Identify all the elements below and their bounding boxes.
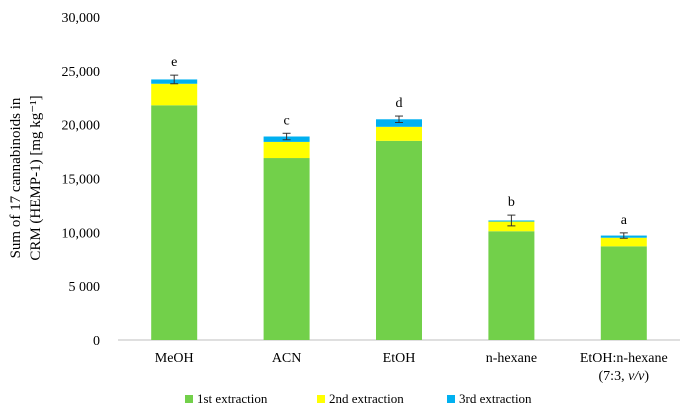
y-tick-label: 15,000	[62, 173, 101, 188]
legend-swatch-3	[447, 395, 455, 403]
y-tick-label: 5 000	[69, 280, 101, 295]
x-tick-label: ACN	[272, 351, 302, 366]
legend-swatch-1	[185, 395, 193, 403]
bar-segment-2	[151, 83, 198, 106]
bar-segment-2	[488, 221, 535, 232]
y-tick-label: 25,000	[62, 65, 101, 80]
x-tick-label-line2: (7:3, v/v)	[599, 369, 650, 384]
bar-segment-1	[600, 246, 647, 340]
bar-segment-2	[376, 126, 422, 141]
bar-segment-3	[376, 119, 422, 127]
y-tick-label: 30,000	[62, 11, 101, 26]
bar-segment-1	[263, 158, 310, 340]
y-tick-label: 0	[93, 334, 100, 349]
y-axis-title: Sum of 17 cannabinoids in CRM (HEMP-1) […	[8, 95, 44, 260]
bar-segment-1	[151, 105, 198, 340]
bar-segment-1	[376, 140, 422, 340]
x-tick-label: MeOH	[155, 351, 194, 366]
bar-segment-2	[600, 237, 647, 247]
x-tick-label: EtOH	[383, 351, 416, 366]
significance-letter: a	[621, 213, 628, 228]
legend: 1st extraction 2nd extraction 3rd extracti…	[185, 391, 532, 406]
significance-letter: d	[396, 96, 403, 111]
bar-segment-1	[488, 231, 535, 340]
y-tick-label: 10,000	[62, 226, 101, 241]
y-axis-title-line1: Sum of 17 cannabinoids in	[8, 97, 24, 258]
legend-swatch-2	[317, 395, 325, 403]
significance-letter: e	[171, 55, 177, 70]
bar-segment-2	[263, 141, 310, 159]
significance-letter: c	[283, 113, 289, 128]
y-axis-title-line2: CRM (HEMP-1) [mg kg⁻¹]	[28, 95, 44, 260]
x-tick-label: EtOH:n-hexane	[580, 351, 668, 366]
legend-label-2: 2nd extraction	[329, 391, 404, 406]
legend-label-1: 1st extraction	[197, 391, 268, 406]
legend-label-3: 3rd extraction	[459, 391, 532, 406]
y-tick-label: 20,000	[62, 119, 101, 134]
x-tick-label: n-hexane	[486, 351, 537, 366]
significance-letter: b	[508, 195, 515, 210]
